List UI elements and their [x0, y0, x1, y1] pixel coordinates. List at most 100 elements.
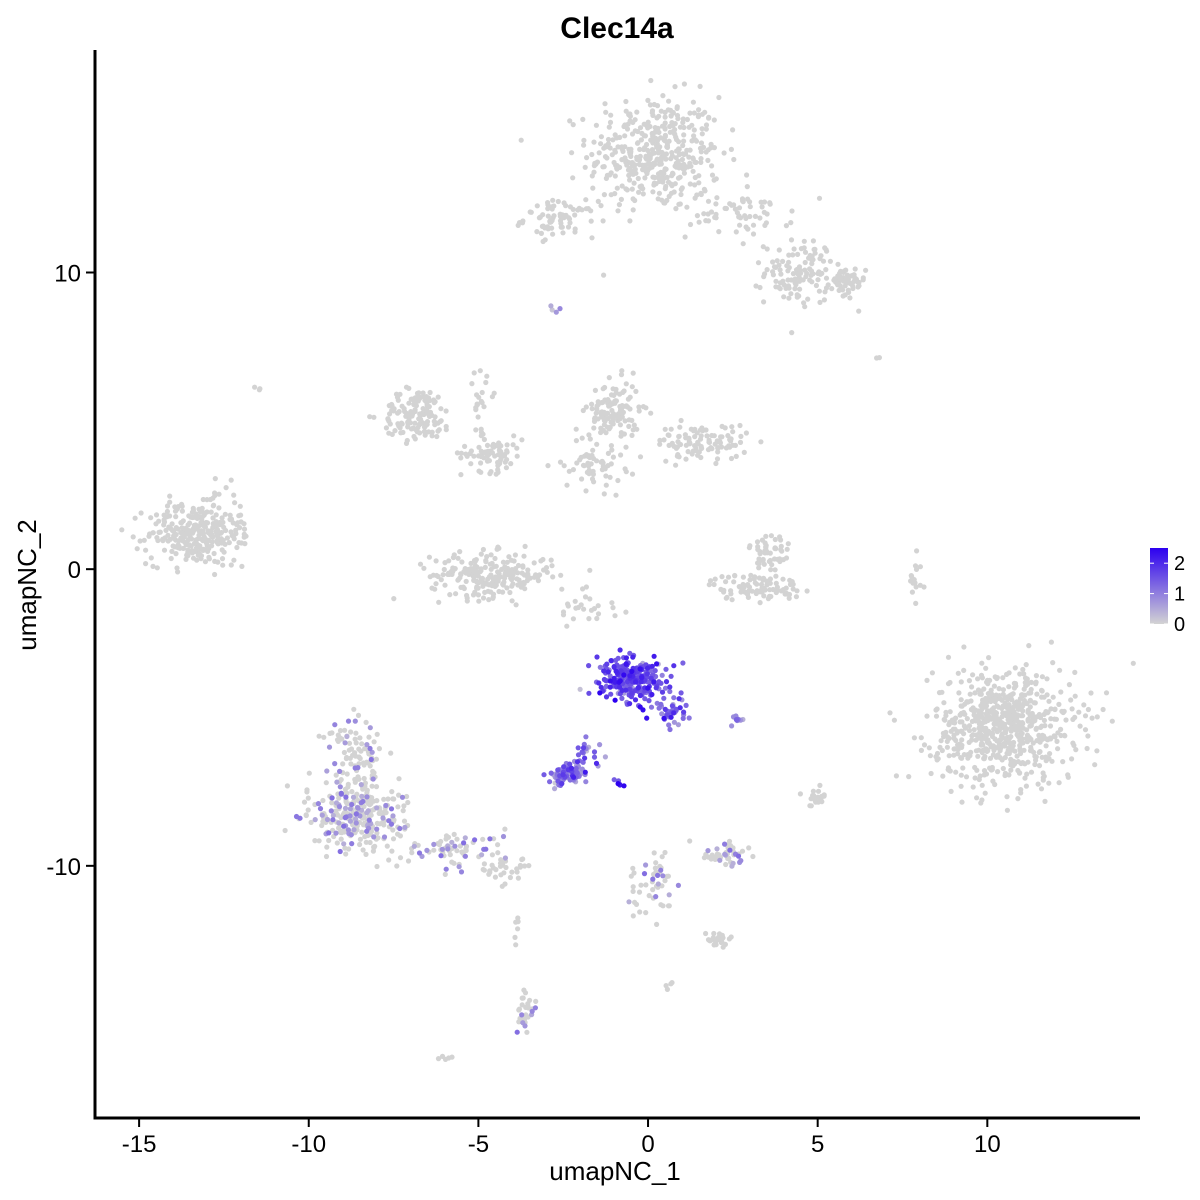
cell-point	[956, 690, 962, 696]
cell-point	[704, 433, 710, 439]
cell-point	[976, 776, 982, 783]
cell-point	[909, 573, 915, 580]
cell-point	[662, 685, 669, 691]
cell-point	[1008, 762, 1014, 768]
y-tick-label: -10	[46, 854, 81, 881]
cell-point	[165, 538, 171, 544]
cell-point	[324, 844, 330, 850]
cell-point	[513, 602, 519, 608]
cell-point	[452, 843, 458, 849]
cell-point	[545, 226, 551, 232]
cell-point	[1031, 749, 1037, 755]
cell-point	[357, 755, 363, 762]
cell-point	[373, 756, 379, 762]
cell-point	[671, 710, 677, 716]
cell-point	[966, 727, 973, 734]
cell-point	[860, 275, 866, 281]
cell-point	[431, 847, 437, 853]
cell-point	[891, 717, 898, 723]
cell-point	[817, 271, 824, 277]
cell-point	[353, 816, 359, 822]
cell-point	[698, 443, 704, 450]
cell-point	[1054, 738, 1060, 745]
cell-point	[810, 788, 817, 794]
cell-point	[776, 262, 782, 268]
cell-point	[690, 99, 697, 105]
cell-point	[1055, 746, 1061, 752]
cell-point	[820, 258, 827, 264]
cell-point	[559, 586, 565, 592]
cell-point	[366, 817, 372, 823]
cell-point	[627, 701, 633, 707]
cell-point	[604, 661, 610, 667]
cell-point	[757, 600, 763, 606]
cell-point	[1041, 773, 1047, 779]
cell-point	[364, 794, 370, 800]
cell-point	[736, 205, 743, 211]
cell-point	[827, 258, 834, 264]
cell-point	[558, 572, 564, 578]
cell-point	[412, 420, 418, 426]
cell-point	[380, 815, 386, 821]
cell-point	[993, 754, 1000, 760]
cell-point	[1038, 786, 1045, 792]
cell-point	[252, 384, 258, 390]
cell-point	[201, 512, 207, 518]
cell-point	[493, 471, 499, 477]
cell-point	[434, 433, 440, 440]
cell-point	[458, 472, 464, 478]
cell-point	[602, 754, 609, 760]
cell-point	[642, 175, 648, 181]
cell-point	[1015, 706, 1022, 712]
cell-point	[436, 599, 442, 605]
cell-point	[773, 589, 779, 596]
cell-point	[774, 584, 781, 590]
cell-point	[1056, 780, 1062, 786]
cell-point	[587, 596, 593, 602]
cell-point	[666, 138, 672, 144]
cell-point	[508, 461, 514, 467]
cell-point	[951, 752, 957, 758]
cell-point	[989, 691, 995, 697]
cell-point	[1002, 710, 1009, 716]
cell-point	[1060, 759, 1066, 765]
cell-point	[361, 762, 367, 768]
cell-point	[445, 846, 451, 852]
cell-point	[836, 281, 842, 287]
x-tick-label: -10	[291, 1131, 326, 1158]
cell-point	[641, 133, 647, 139]
cell-point	[564, 482, 570, 488]
cell-point	[636, 157, 643, 163]
cell-point	[545, 200, 551, 206]
x-tick-label: 5	[811, 1131, 824, 1158]
cell-point	[453, 591, 459, 597]
cell-point	[1024, 676, 1030, 682]
cell-point	[470, 592, 477, 598]
cell-point	[522, 586, 528, 592]
cell-point	[334, 840, 340, 846]
cell-point	[929, 670, 936, 676]
cell-point	[823, 275, 830, 281]
cell-point	[397, 825, 403, 832]
cell-point	[711, 117, 717, 123]
cell-point	[696, 112, 702, 118]
cell-point	[519, 437, 525, 443]
cell-point	[474, 402, 480, 408]
cell-point	[876, 355, 883, 361]
cell-point	[946, 722, 952, 728]
cell-point	[677, 201, 683, 207]
cell-point	[375, 835, 381, 841]
cell-point	[617, 647, 623, 653]
cell-point	[549, 563, 555, 569]
cell-point	[666, 193, 672, 199]
cell-point	[698, 156, 704, 162]
cell-point	[630, 196, 636, 202]
cell-point	[589, 173, 595, 179]
cell-point	[651, 180, 658, 186]
cell-point	[370, 848, 376, 854]
cell-point	[653, 860, 659, 866]
cell-point	[734, 210, 741, 216]
cell-point	[1032, 761, 1038, 768]
cell-point	[958, 783, 964, 789]
cell-point	[346, 740, 353, 746]
